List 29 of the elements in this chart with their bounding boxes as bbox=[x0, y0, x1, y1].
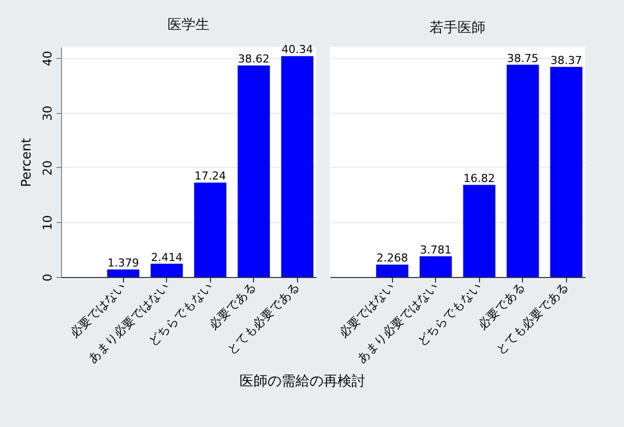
bar bbox=[463, 184, 496, 277]
data-label: 2.268 bbox=[376, 252, 408, 265]
y-tick-label: 20 bbox=[40, 160, 54, 176]
data-label: 16.82 bbox=[464, 172, 496, 185]
chart-title: 医学生 bbox=[168, 17, 210, 34]
bar bbox=[238, 66, 270, 277]
bar bbox=[150, 264, 183, 277]
bar bbox=[550, 66, 582, 277]
y-tick-label: 10 bbox=[40, 215, 54, 230]
bar bbox=[194, 182, 226, 277]
data-label: 40.34 bbox=[282, 43, 314, 56]
bar bbox=[107, 269, 140, 277]
data-label: 38.37 bbox=[550, 54, 582, 67]
bar bbox=[420, 256, 452, 277]
y-tick-label: 40 bbox=[40, 50, 54, 66]
y-tick-label: 30 bbox=[40, 106, 54, 121]
y-axis-title: Percent bbox=[20, 138, 34, 187]
bar bbox=[376, 264, 408, 277]
data-label: 2.414 bbox=[150, 250, 182, 264]
x-axis-title: 医師の需給の再検討 bbox=[240, 374, 366, 390]
data-label: 3.781 bbox=[420, 243, 452, 256]
data-label: 17.24 bbox=[194, 170, 226, 183]
bar bbox=[281, 56, 314, 277]
y-tick-label: 0 bbox=[40, 274, 54, 282]
data-label: 38.75 bbox=[507, 52, 539, 65]
data-label: 38.62 bbox=[238, 52, 270, 66]
data-label: 1.379 bbox=[107, 256, 139, 270]
bar bbox=[506, 64, 539, 277]
chart-title: 若手医師 bbox=[430, 20, 486, 36]
